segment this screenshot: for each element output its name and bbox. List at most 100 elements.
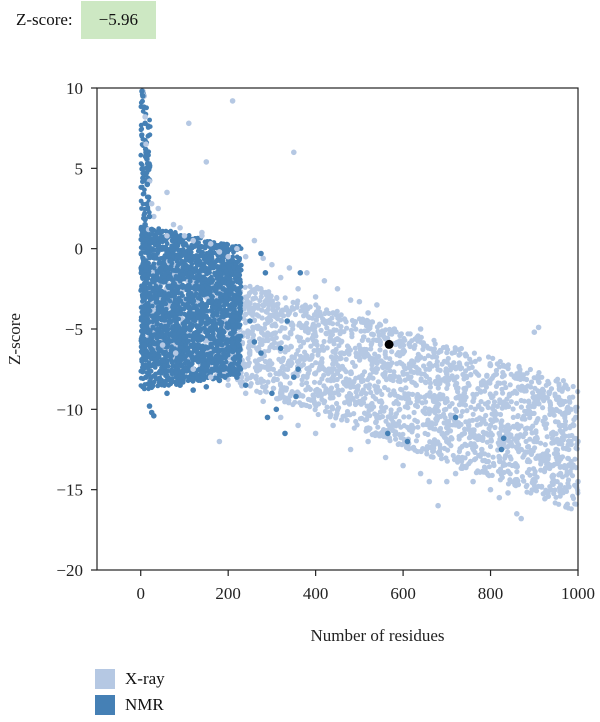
nmr-cloud-point (155, 361, 161, 367)
xray-cloud-point (507, 382, 513, 388)
xray-cloud-point (352, 345, 358, 351)
xray-cloud-point (546, 453, 552, 459)
xray-cloud-point (550, 472, 556, 478)
nmr-cloud-point (231, 345, 237, 350)
xray-cloud-point (512, 482, 518, 488)
xray-cloud-point (505, 481, 512, 487)
xray-cloud-point (471, 457, 478, 463)
xray-cloud-point (313, 302, 319, 308)
nmr-cloud-point (158, 233, 164, 239)
xray-cloud-point (476, 452, 482, 458)
xray-cloud-point (521, 478, 527, 484)
xray-cloud-point (452, 376, 458, 382)
xray-cloud-point (518, 404, 525, 410)
xray-cloud-point (288, 329, 294, 335)
xray-cloud-point (257, 340, 263, 346)
nmr-cloud-point (159, 303, 165, 309)
xray-cloud-point (408, 374, 414, 380)
xray-cloud-point (353, 418, 359, 425)
xray-cloud-point (556, 441, 562, 447)
xray-cloud-point (429, 422, 435, 428)
xray-cloud-point (262, 321, 268, 327)
xray-cloud-point (415, 338, 421, 344)
xray-cloud-point (538, 467, 544, 473)
xray-cloud-point (402, 392, 408, 398)
xray-cloud-point (489, 432, 495, 438)
xray-cloud-point (291, 306, 297, 312)
xray-cloud-point (455, 389, 461, 395)
xray-cloud-point (543, 382, 549, 388)
xray-cloud-point (365, 337, 371, 343)
xray-cloud-point (368, 346, 374, 352)
xray-cloud-point (387, 363, 393, 369)
xray-cloud-point (313, 339, 319, 345)
xray-cloud-point (524, 376, 530, 383)
nmr-cloud-point (141, 262, 147, 268)
xray-cloud-point (242, 284, 248, 290)
xray-cloud-point (498, 470, 504, 476)
nmr-cloud-point (196, 246, 202, 251)
xray-cloud-point (365, 377, 371, 383)
xray-cloud-point (276, 341, 282, 347)
x-ray-data-point (186, 120, 192, 127)
xray-cloud-point (526, 466, 532, 473)
xray-cloud-point (265, 330, 271, 336)
xray-cloud-point (468, 430, 474, 436)
nmr-cloud-point (185, 317, 191, 323)
nmr-cloud-point (187, 304, 192, 310)
xray-cloud-point (254, 361, 260, 367)
xray-cloud-point (247, 383, 253, 389)
nmr-cloud-point (178, 374, 184, 380)
nmr-cloud-point (145, 308, 151, 313)
nmr-cloud-point (158, 267, 164, 273)
nmr-cloud-point (142, 230, 148, 236)
xray-cloud-point (535, 483, 542, 489)
xray-cloud-point (336, 392, 342, 398)
nmr-cloud-point (212, 270, 217, 276)
nmr-cloud-point (214, 264, 220, 269)
nmr-cloud-point (149, 303, 155, 309)
xray-cloud-point (372, 351, 378, 357)
nmr-cloud-point (155, 230, 161, 236)
xray-cloud-point (521, 452, 527, 458)
nmr-cloud-point (236, 291, 242, 297)
nmr-cloud-point (140, 179, 146, 184)
xray-cloud-point (459, 401, 465, 407)
xray-cloud-point (396, 407, 402, 413)
xray-cloud-point (303, 306, 310, 312)
nmr-cloud-point (159, 332, 164, 338)
xray-cloud-point (560, 437, 567, 443)
xray-cloud-point (246, 360, 252, 366)
nmr-cloud-point (219, 360, 225, 366)
xray-cloud-point (364, 351, 370, 357)
xray-cloud-point (475, 469, 481, 475)
xray-cloud-point (524, 482, 530, 488)
nmr-cloud-point (170, 304, 175, 310)
nmr-cloud-point (139, 162, 145, 168)
xray-cloud-point (290, 299, 296, 305)
nmr-cloud-point (157, 378, 163, 383)
nmr-cloud-point (210, 336, 215, 342)
xray-cloud-point (378, 404, 385, 410)
xray-cloud-point (428, 454, 434, 460)
xray-cloud-point (300, 339, 306, 345)
nmr-cloud-point (149, 374, 155, 380)
xray-cloud-point (407, 331, 413, 337)
xray-cloud-point (560, 398, 566, 404)
xray-cloud-point (514, 476, 520, 483)
xray-cloud-point (552, 393, 558, 399)
xray-cloud-point (362, 328, 368, 334)
xray-cloud-point (515, 426, 522, 432)
xray-cloud-point (414, 356, 420, 362)
nmr-cloud-point (178, 311, 184, 317)
nmr-cloud-point (223, 268, 229, 274)
xray-cloud-point (564, 405, 570, 412)
xray-cloud-point (535, 379, 542, 385)
xray-cloud-point (515, 413, 521, 419)
xray-cloud-point (542, 496, 548, 502)
xray-cloud-point (334, 376, 340, 383)
xray-cloud-point (334, 383, 340, 389)
xray-cloud-point (483, 412, 489, 419)
nmr-cloud-point (185, 339, 191, 344)
xray-cloud-point (249, 372, 255, 378)
